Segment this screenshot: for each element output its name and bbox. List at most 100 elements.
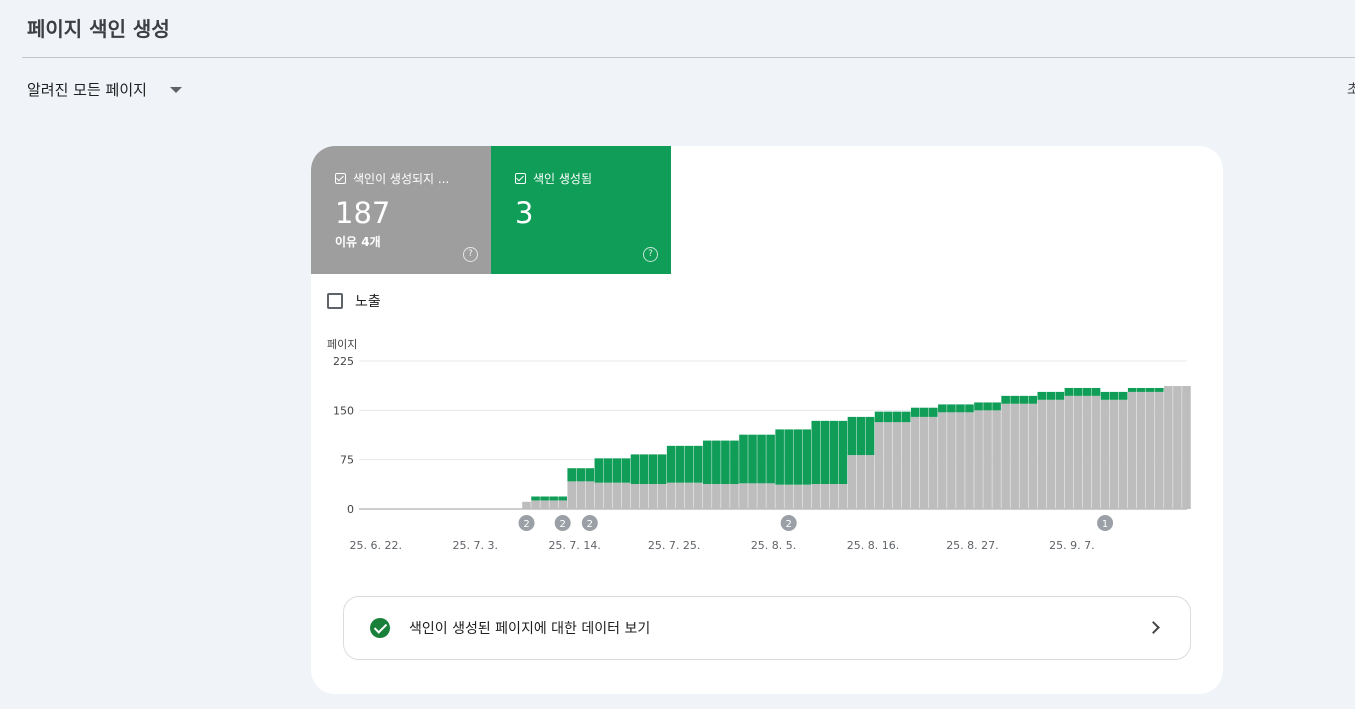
bar-indexed [549,496,558,501]
annotation-label: 2 [785,519,791,530]
bar-indexed [603,458,613,483]
bar-indexed [974,402,983,411]
bar-indexed [1109,391,1119,400]
tile-label: 색인이 생성되지 ... [353,172,450,186]
bar-not-indexed [549,500,558,509]
y-tick-label: 75 [340,454,354,467]
bar-not-indexed [1001,403,1010,509]
bar-not-indexed [1118,399,1128,509]
bar-indexed [748,434,757,484]
bar-not-indexed [910,416,920,509]
bar-indexed [1082,387,1092,396]
bar-not-indexed [992,410,1001,509]
help-icon[interactable]: ? [643,247,658,262]
bar-indexed [657,454,667,485]
bar-not-indexed [739,483,748,509]
bar-indexed [992,402,1001,411]
x-tick-label: 25. 6. 22. [350,539,402,552]
bar-not-indexed [585,481,595,509]
bar-indexed [775,429,784,485]
bar-indexed [811,420,821,485]
bar-not-indexed [567,481,577,509]
bar-not-indexed [621,482,631,509]
bar-indexed [612,458,622,483]
page-filter-dropdown[interactable]: 알려진 모든 페이지 [27,79,182,100]
bar-indexed [829,420,839,485]
bar-indexed [730,440,739,485]
x-tick-label: 25. 8. 27. [946,539,998,552]
bar-indexed [784,429,793,485]
page-filter-label: 알려진 모든 페이지 [27,81,147,99]
tile-not-indexed[interactable]: 색인이 생성되지 ... 187 이유 4개 ? [311,146,491,274]
tile-value: 3 [515,196,534,230]
bar-not-indexed [983,410,992,509]
bar-not-indexed [612,482,622,509]
bar-indexed [1136,387,1146,392]
bar-not-indexed [1127,391,1137,509]
help-icon[interactable]: ? [463,247,478,262]
bar-not-indexed [865,455,875,509]
annotation-marker [518,515,535,531]
bar-not-indexed [693,482,703,509]
bar-indexed [1145,387,1155,392]
bar-not-indexed [531,500,540,509]
impressions-toggle[interactable]: 노출 [327,291,381,311]
bar-not-indexed [974,410,983,509]
annotation-label: 2 [523,519,529,530]
tile-subtext: 이유 4개 [335,235,381,249]
bar-not-indexed [603,482,613,509]
bar-indexed [1127,387,1137,392]
bar-indexed [1037,391,1047,400]
bar-not-indexed [784,484,793,509]
annotation-label: 2 [587,519,593,530]
indexing-card: 색인이 생성되지 ... 187 이유 4개 ? 색인 생성됨 3 ? 노출 페… [311,146,1223,694]
annotation-label: 1 [1102,519,1108,530]
x-tick-label: 25. 7. 14. [548,539,600,552]
bar-not-indexed [1109,399,1119,509]
bar-not-indexed [1091,395,1101,509]
page-title: 페이지 색인 생성 [27,17,170,41]
bar-not-indexed [775,484,784,509]
bar-not-indexed [730,484,739,509]
y-tick-label: 225 [333,355,354,368]
bar-not-indexed [1164,385,1173,509]
bar-not-indexed [721,484,730,509]
cut-off-text: 초 [1347,82,1355,98]
bar-indexed [703,440,712,485]
view-indexed-data-button[interactable]: 색인이 생성된 페이지에 대한 데이터 보기 [343,596,1191,660]
bar-indexed [838,420,848,485]
bar-indexed [929,407,938,417]
annotation-marker [581,515,598,531]
caret-down-icon [169,86,182,93]
bar-indexed [1100,391,1110,400]
bar-indexed [1055,391,1065,400]
view-indexed-data-label: 색인이 생성된 페이지에 대한 데이터 보기 [409,621,651,637]
x-tick-label: 25. 7. 25. [648,539,700,552]
check-circle-icon [370,618,390,638]
bar-not-indexed [1100,399,1110,509]
bar-not-indexed [1073,395,1083,509]
x-tick-label: 25. 8. 5. [751,539,796,552]
bar-not-indexed [712,484,721,509]
bar-indexed [585,468,595,482]
bar-not-indexed [929,416,938,509]
bar-indexed [594,458,604,483]
bar-not-indexed [576,481,586,509]
annotation-label: 2 [559,519,565,530]
tile-value: 187 [335,196,391,230]
bar-indexed [1118,391,1128,400]
bar-indexed [766,434,775,484]
bar-not-indexed [1182,385,1191,509]
bar-not-indexed [1019,403,1029,509]
bar-indexed [901,411,911,423]
bar-not-indexed [1064,395,1074,509]
tile-indexed[interactable]: 색인 생성됨 3 ? [491,146,671,274]
bar-not-indexed [666,482,676,509]
bar-not-indexed [829,484,839,509]
bar-indexed [947,404,956,413]
bar-not-indexed [1028,403,1038,509]
x-tick-label: 25. 7. 3. [452,539,497,552]
annotation-marker [554,515,571,531]
bar-indexed [892,411,902,423]
bar-indexed [874,411,884,423]
